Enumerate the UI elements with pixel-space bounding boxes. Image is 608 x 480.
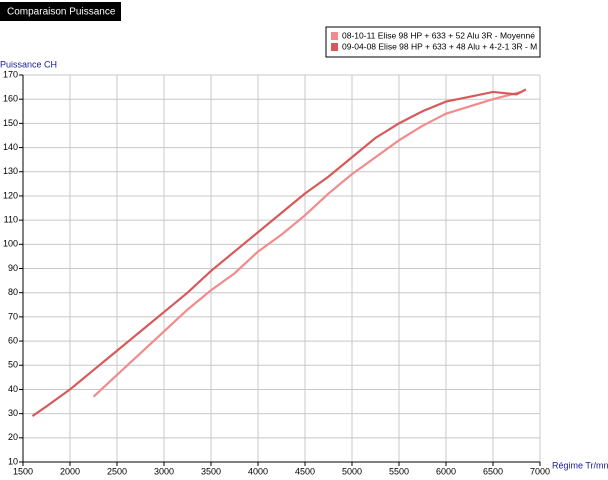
y-tick-label: 170 (3, 69, 18, 79)
x-tick-label: 3500 (201, 466, 221, 476)
x-tick-label: 2000 (60, 466, 80, 476)
y-tick-label: 20 (8, 432, 18, 442)
y-tick-label: 110 (4, 215, 18, 225)
y-tick-label: 90 (8, 263, 18, 273)
x-tick-label: 2500 (107, 466, 127, 476)
y-tick-label: 150 (3, 118, 18, 128)
legend-swatch (331, 32, 338, 40)
legend-label: 08-10-11 Elise 98 HP + 633 + 52 Alu 3R -… (342, 30, 535, 40)
y-axis-label: Puissance CH (0, 59, 57, 69)
y-tick-label: 60 (8, 335, 18, 345)
series-line (31, 88, 527, 417)
x-tick-label: 5000 (342, 466, 362, 476)
x-tick-label: 5500 (389, 466, 409, 476)
series-line (92, 90, 522, 398)
y-tick-label: 10 (8, 456, 18, 466)
y-tick-label: 160 (3, 94, 18, 104)
x-axis-label: Régime Tr/mn (552, 460, 608, 470)
x-tick-label: 4500 (295, 466, 315, 476)
y-tick-label: 120 (3, 190, 18, 200)
y-tick-label: 130 (3, 166, 18, 176)
x-tick-label: 4000 (248, 466, 268, 476)
legend-label: 09-04-08 Elise 98 HP + 633 + 48 Alu + 4-… (342, 41, 537, 51)
chart-title: Comparaison Puissance (7, 7, 116, 18)
y-tick-label: 50 (8, 360, 18, 370)
y-tick-label: 70 (8, 311, 18, 321)
x-tick-label: 6500 (483, 466, 503, 476)
x-tick-label: 7000 (530, 466, 550, 476)
title-box (0, 2, 121, 21)
y-tick-label: 40 (8, 384, 18, 394)
y-tick-label: 140 (3, 142, 18, 152)
y-tick-label: 30 (8, 408, 18, 418)
legend-swatch (331, 43, 338, 51)
x-tick-label: 1500 (13, 466, 33, 476)
x-tick-label: 3000 (154, 466, 174, 476)
legend (325, 26, 541, 58)
x-tick-label: 6000 (436, 466, 456, 476)
y-tick-label: 100 (3, 239, 18, 249)
y-tick-label: 80 (8, 287, 18, 297)
